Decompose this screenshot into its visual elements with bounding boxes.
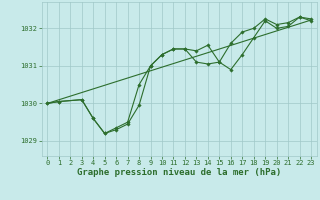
X-axis label: Graphe pression niveau de la mer (hPa): Graphe pression niveau de la mer (hPa)	[77, 168, 281, 177]
